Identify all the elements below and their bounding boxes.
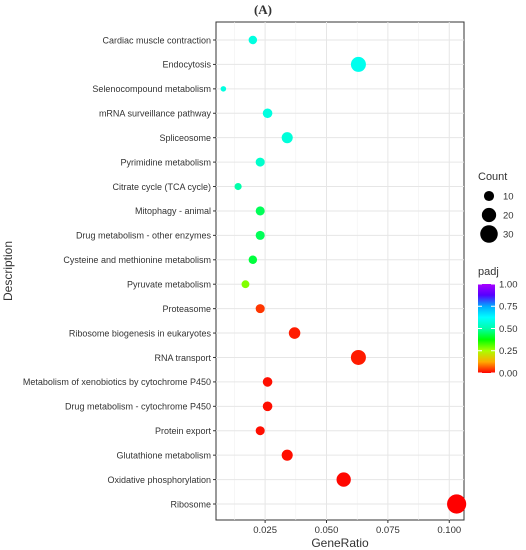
count-legend-label: 30 [503,230,514,241]
y-tick-label: Proteasome [162,304,211,314]
data-point [234,182,242,191]
count-legend-label: 10 [503,192,514,203]
padj-legend-label: 0.00 [499,368,518,379]
data-point [447,494,467,514]
data-point [288,327,301,339]
data-point [241,280,250,289]
x-tick-label: 0.100 [437,525,461,536]
data-point [262,377,273,387]
padj-legend-label: 0.25 [499,346,518,357]
y-tick-label: Pyrimidine metabolism [120,157,211,167]
data-point [350,349,366,365]
y-tick-label: Selenocompound metabolism [92,84,211,94]
data-point [255,206,265,216]
y-axis-title: Description [1,241,15,301]
points-layer [220,35,467,514]
data-point [336,472,351,487]
x-tick-label: 0.075 [376,525,400,536]
padj-legend-label: 1.00 [499,279,518,290]
x-tick-label: 0.025 [253,525,277,536]
y-tick-label: mRNA surveillance pathway [99,109,212,119]
y-tick-label: Cysteine and methionine metabolism [63,255,211,265]
y-tick-label: RNA transport [154,353,211,363]
grid-layer [213,22,464,523]
data-point [281,132,293,144]
data-point [248,255,258,265]
count-legend-dot [483,190,495,202]
y-tick-label: Mitophagy - animal [135,206,211,216]
count-legend-label: 20 [503,211,514,222]
data-point [281,449,293,461]
data-point [255,230,265,240]
data-point [255,304,265,314]
y-tick-label: Ribosome biogenesis in eukaryotes [69,328,212,338]
y-tick-label: Oxidative phosphorylation [107,475,211,485]
data-point [262,401,273,412]
data-point [255,426,265,436]
y-tick-label: Glutathione metabolism [116,450,211,460]
data-point [255,157,265,167]
count-legend-dot [480,225,498,243]
y-tick-label: Drug metabolism - other enzymes [76,231,212,241]
y-tick-label: Spliceosome [159,133,211,143]
y-tick-label: Metabolism of xenobiotics by cytochrome … [23,377,211,387]
y-tick-label: Pyruvate metabolism [127,280,211,290]
count-legend-dot [481,207,497,223]
padj-legend: padj 1.00 0.75 0.50 0.25 0.00 [478,266,518,379]
padj-legend-title: padj [478,266,499,278]
data-point [262,108,273,119]
y-tick-labels: Cardiac muscle contraction Endocytosis Sel… [23,35,212,509]
x-axis-title: GeneRatio [311,536,369,550]
data-point [220,86,227,92]
y-tick-label: Endocytosis [162,60,211,70]
x-tick-labels: 0.025 0.050 0.075 0.100 [253,525,461,536]
padj-legend-label: 0.50 [499,324,518,335]
data-point [350,56,366,72]
padj-legend-label: 0.75 [499,302,518,313]
y-tick-label: Drug metabolism - cytochrome P450 [65,402,211,412]
padj-colorbar [478,284,495,373]
y-tick-label: Cardiac muscle contraction [102,35,211,45]
count-legend: Count 10 20 30 [478,171,514,243]
x-tick-label: 0.050 [315,525,339,536]
data-point [248,35,258,45]
y-tick-label: Citrate cycle (TCA cycle) [112,182,211,192]
y-tick-label: Protein export [155,426,212,436]
y-tick-label: Ribosome [170,499,211,509]
plot-panel [215,21,465,521]
panel-label: (A) [254,2,272,17]
count-legend-title: Count [478,171,507,183]
